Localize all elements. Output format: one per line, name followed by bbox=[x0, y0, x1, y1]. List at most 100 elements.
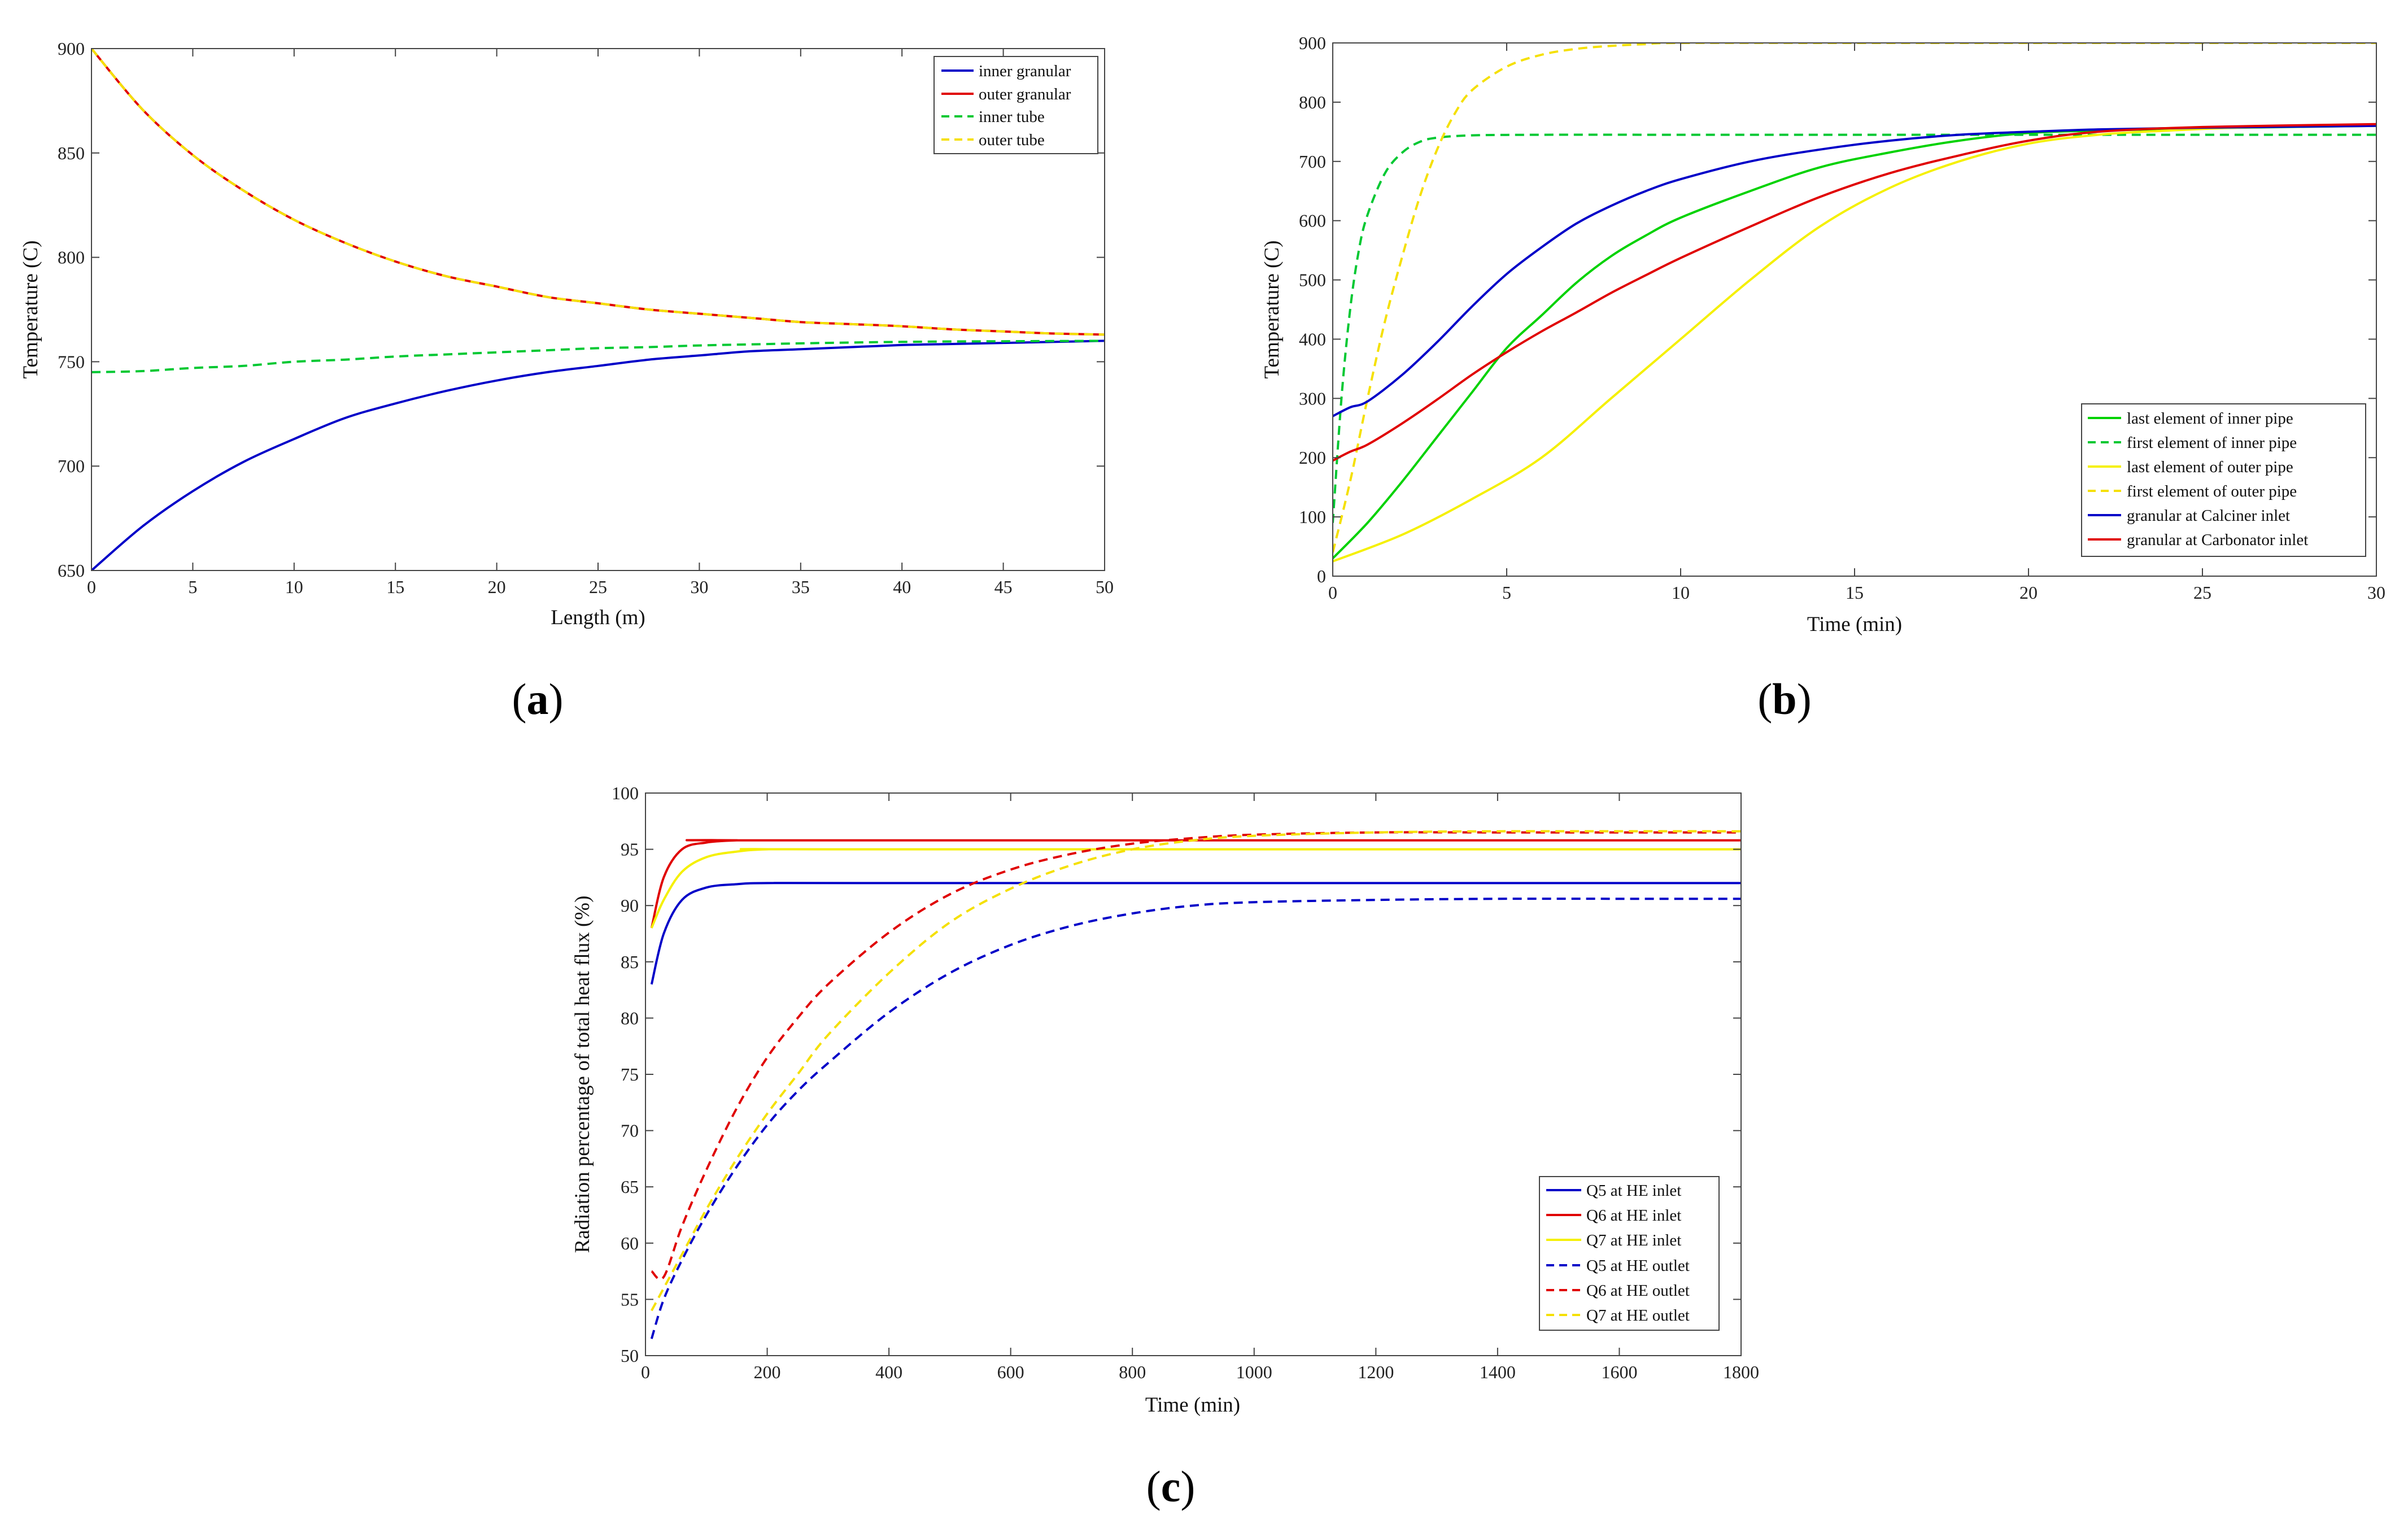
panel-b-legend-label-first-outer: first element of outer pipe bbox=[2127, 482, 2297, 500]
panel-a-y-tick-label: 700 bbox=[58, 456, 85, 476]
panel-a: 0 5 10 15 20 25 30 35 40 45 50 650 700 750 800 850 900 L… bbox=[19, 38, 1114, 724]
panel-a-x-axis-label: Length (m) bbox=[551, 606, 645, 629]
panel-c-x-tick-label: 1600 bbox=[1601, 1362, 1637, 1382]
panel-b-caption: (b) bbox=[1757, 674, 1811, 724]
panel-b-y-tick-label: 900 bbox=[1299, 33, 1326, 53]
panel-c-y-axis-label: Radiation percentage of total heat flux … bbox=[571, 896, 594, 1253]
panel-c-legend-label-q5-inlet: Q5 at HE inlet bbox=[1586, 1182, 1681, 1200]
panel-b-y-tick-label: 0 bbox=[1317, 566, 1326, 586]
panel-c-series-q5-at-he-inlet bbox=[650, 882, 1741, 985]
panel-a-series-inner-granular bbox=[91, 339, 1105, 570]
panel-c-x-tick-label: 400 bbox=[875, 1362, 902, 1382]
panel-c-y-tick-label: 50 bbox=[621, 1345, 639, 1366]
panel-b-y-tick-label: 200 bbox=[1299, 447, 1326, 468]
panel-c-x-tick-label: 1400 bbox=[1480, 1362, 1516, 1382]
panel-c-y-tick-label: 85 bbox=[621, 952, 639, 972]
panel-a-x-tick-label: 30 bbox=[690, 577, 708, 597]
panel-b-x-tick-label: 30 bbox=[2367, 582, 2385, 603]
panel-a-y-tick-label: 850 bbox=[58, 143, 85, 163]
panel-a-legend-label-inner-tube: inner tube bbox=[979, 108, 1045, 126]
panel-a-x-tick-label: 10 bbox=[285, 577, 303, 597]
panel-c-y-tick-label: 60 bbox=[621, 1233, 639, 1253]
panel-b-series bbox=[1333, 43, 2376, 563]
panel-b-series-granular-at-calciner-inlet bbox=[1333, 124, 2376, 417]
panel-a-caption: (a) bbox=[512, 674, 564, 724]
panel-b-y-tick-label: 800 bbox=[1299, 92, 1326, 112]
panel-c-y-tick-label: 80 bbox=[621, 1008, 639, 1028]
panel-a-caption-letter: a bbox=[527, 674, 549, 724]
panel-c-x-axis-label: Time (min) bbox=[1145, 1393, 1240, 1417]
panel-c-caption-letter: c bbox=[1161, 1462, 1181, 1511]
panel-a-x-tick-label: 45 bbox=[994, 577, 1013, 597]
panel-a-series-outer-tube bbox=[91, 49, 1105, 336]
panel-c-y-tick-label: 70 bbox=[621, 1121, 639, 1141]
panel-b-y-axis-label: Temperature (C) bbox=[1260, 241, 1284, 379]
panel-a-legend: inner granular outer granular inner tube… bbox=[933, 56, 1098, 154]
panel-b-x-tick-label: 10 bbox=[1672, 582, 1690, 603]
panel-a-x-tick-label: 25 bbox=[589, 577, 607, 597]
panel-b-series-first-element-of-inner-pipe bbox=[1333, 133, 2376, 523]
panel-a-x-tick-label: 15 bbox=[386, 577, 404, 597]
panel-b-legend-label-carbonator: granular at Carbonator inlet bbox=[2127, 531, 2308, 549]
panel-c-legend-label-q7-inlet: Q7 at HE inlet bbox=[1586, 1231, 1681, 1249]
panel-c-series-q6-at-he-outlet bbox=[651, 831, 1741, 1281]
panel-a-x-tick-label: 40 bbox=[893, 577, 911, 597]
panel-b-legend: last element of inner pipe first element… bbox=[2081, 403, 2366, 557]
panel-b-y-tick-label: 500 bbox=[1299, 270, 1326, 290]
panel-b-x-tick-label: 25 bbox=[2193, 582, 2211, 603]
panel-c-x-tick-label: 1200 bbox=[1358, 1362, 1394, 1382]
panel-c-y-tick-label: 100 bbox=[612, 783, 639, 803]
panel-c-legend-box bbox=[1539, 1176, 1720, 1331]
panel-b-y-tick-label: 100 bbox=[1299, 507, 1326, 527]
panel-a-x-tick-label: 0 bbox=[87, 577, 96, 597]
panel-b-legend-label-calciner: granular at Calciner inlet bbox=[2127, 507, 2290, 525]
panel-a-legend-box bbox=[933, 56, 1098, 154]
panel-c-series-q7-at-he-inlet bbox=[650, 848, 1741, 929]
panel-c-x-tick-label: 1000 bbox=[1236, 1362, 1272, 1382]
panel-a-x-tick-label: 20 bbox=[488, 577, 506, 597]
panel-b-legend-label-last-inner: last element of inner pipe bbox=[2127, 410, 2293, 428]
panel-b-legend-label-last-outer: last element of outer pipe bbox=[2127, 458, 2293, 476]
panel-c-legend-label-q7-outlet: Q7 at HE outlet bbox=[1586, 1306, 1690, 1325]
panel-c: 0 200 400 600 800 1000 1200 1400 1600 1800 50 55 60 6… bbox=[571, 783, 1759, 1511]
panel-b-x-tick-label: 5 bbox=[1502, 582, 1511, 603]
panel-c-series bbox=[650, 830, 1741, 1339]
panel-c-x-tick-label: 800 bbox=[1119, 1362, 1146, 1382]
panel-b-x-tick-label: 20 bbox=[2019, 582, 2038, 603]
panel-b-caption-letter: b bbox=[1772, 674, 1796, 724]
panel-c-series-q6-at-he-inlet bbox=[650, 839, 1741, 929]
panel-c-y-tick-label: 55 bbox=[621, 1289, 639, 1309]
panel-a-series bbox=[91, 49, 1105, 570]
panel-b-y-tick-label: 600 bbox=[1299, 211, 1326, 231]
panel-a-y-axis-label: Temperature (C) bbox=[19, 241, 42, 379]
panel-c-x-tick-label: 200 bbox=[754, 1362, 781, 1382]
panel-b-y-tick-label: 300 bbox=[1299, 388, 1326, 408]
panel-c-y-tick-label: 65 bbox=[621, 1177, 639, 1197]
panel-a-x-tick-label: 5 bbox=[188, 577, 197, 597]
panel-a-y-tick-label: 800 bbox=[58, 247, 85, 268]
panel-b-series-granular-at-carbonator-inlet bbox=[1333, 123, 2376, 462]
panel-a-y-tick-label: 750 bbox=[58, 351, 85, 372]
panel-a-y-tick-label: 650 bbox=[58, 560, 85, 581]
panel-c-y-tick-label: 75 bbox=[621, 1064, 639, 1085]
panel-c-y-tick-label: 90 bbox=[621, 895, 639, 916]
panel-b-x-axis-label: Time (min) bbox=[1807, 613, 1902, 636]
panel-b-legend-label-first-inner: first element of inner pipe bbox=[2127, 434, 2297, 452]
panel-a-y-tick-label: 900 bbox=[58, 38, 85, 59]
panel-b: 0 5 10 15 20 25 300100200300400500600700800900… bbox=[1260, 33, 2385, 724]
panel-a-x-tick-label: 50 bbox=[1096, 577, 1114, 597]
panel-b-x-tick-label: 0 bbox=[1328, 582, 1337, 603]
panel-b-x-tick-label: 15 bbox=[1846, 582, 1864, 603]
panel-a-legend-label-outer-tube: outer tube bbox=[979, 131, 1045, 149]
panel-a-ticks: 0 5 10 15 20 25 30 35 40 45 50 650 700 750 800 850 900 bbox=[58, 38, 1114, 597]
panel-a-legend-label-outer-granular: outer granular bbox=[979, 85, 1071, 103]
panel-c-legend-label-q6-outlet: Q6 at HE outlet bbox=[1586, 1282, 1690, 1300]
panel-c-x-tick-label: 0 bbox=[641, 1362, 650, 1382]
panel-b-series-last-element-of-outer-pipe bbox=[1333, 124, 2376, 563]
panel-b-y-tick-label: 700 bbox=[1299, 151, 1326, 172]
panel-c-y-tick-label: 95 bbox=[621, 839, 639, 860]
panel-a-series-inner-tube bbox=[91, 339, 1105, 373]
panel-c-ticks: 0 200 400 600 800 1000 1200 1400 1600 1800 50 55 60 6… bbox=[612, 783, 1759, 1382]
